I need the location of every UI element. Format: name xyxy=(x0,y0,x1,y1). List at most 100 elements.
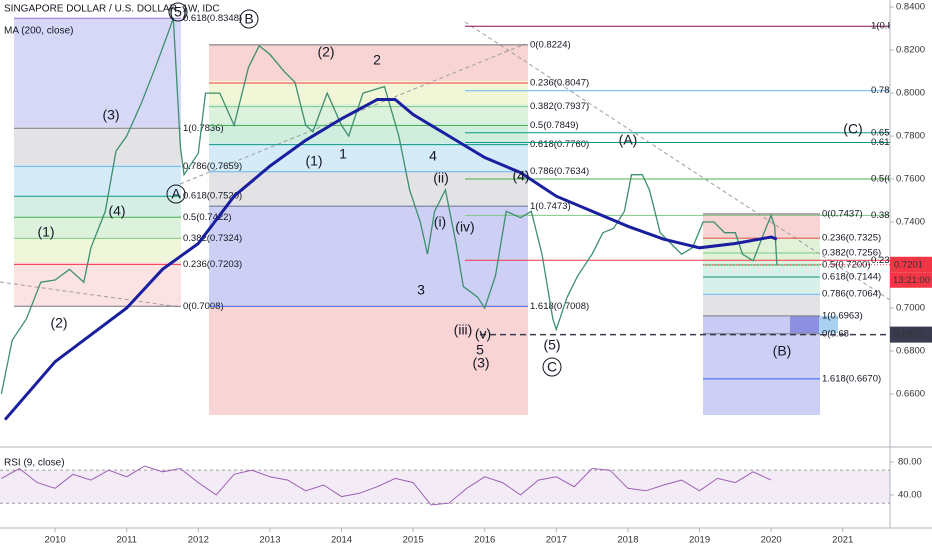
wave-label: (v) xyxy=(475,326,491,342)
x-tick-label: 2018 xyxy=(617,535,638,546)
fib-label: 0.5(0.7200) xyxy=(822,259,871,270)
y-tick-label: 0.8200 xyxy=(896,45,925,56)
wave-label: (ii) xyxy=(433,170,449,186)
wave-label: (4) xyxy=(512,168,529,184)
wave-label: (3) xyxy=(472,355,489,371)
y-tick-label: 0.8400 xyxy=(896,2,925,13)
marker-label: 0.6876 xyxy=(894,329,923,340)
fib-label: 0(0.7437) xyxy=(822,209,863,220)
fib-label: 1.618(0.7008) xyxy=(530,301,589,312)
fib-label: 0.5(0.7422) xyxy=(183,212,232,223)
fib-label: 0.65(0.7 xyxy=(871,127,906,138)
wave-label: (2) xyxy=(50,315,67,331)
wave-circle xyxy=(542,357,562,377)
ma-line xyxy=(3,98,778,421)
rsi-band xyxy=(0,470,890,504)
x-tick-label: 2019 xyxy=(689,535,710,546)
y-tick-label: 0.7000 xyxy=(896,302,925,313)
fib-label: 0.786(0.7659) xyxy=(183,161,242,172)
wave-label: (C) xyxy=(843,121,862,137)
last-price-badge xyxy=(890,256,932,273)
fib-label: 0.382(0.7937) xyxy=(530,101,589,112)
y-tick-label: 0.7400 xyxy=(896,217,925,228)
fib-label: 0.382( xyxy=(871,210,899,221)
x-tick-label: 2014 xyxy=(331,535,352,546)
fib-label: 0(0.68 xyxy=(822,328,849,339)
fib-label: 0.236(0 xyxy=(871,255,903,266)
x-tick-label: 2012 xyxy=(188,535,209,546)
fib-label: 0.618(0.7144) xyxy=(822,272,881,283)
fib-label: 0.786(0.7064) xyxy=(822,289,881,300)
fib-label: 0.618(0.7520) xyxy=(183,191,242,202)
x-tick-label: 2013 xyxy=(259,535,280,546)
countdown-badge xyxy=(890,272,932,288)
wave-label: 2 xyxy=(373,52,381,68)
rsi-y-tick-label: 40.00 xyxy=(898,489,922,500)
fib-label: 1(0.831 xyxy=(871,21,903,32)
zones xyxy=(0,18,890,415)
wave-label: (A) xyxy=(619,132,638,148)
wave-label: (2) xyxy=(317,44,334,60)
fib-label: 0.5(0.7 xyxy=(871,174,901,185)
wave-circle xyxy=(239,9,259,29)
rsi-y-tick-label: 80.00 xyxy=(898,456,922,467)
fib-label: 0(0.8224) xyxy=(530,39,571,50)
indicator-legend: MA (200, close) xyxy=(4,26,73,37)
x-tick-label: 2016 xyxy=(474,535,495,546)
countdown-label: 13:21:00 xyxy=(893,275,930,286)
wave-label: (4) xyxy=(108,203,125,219)
y-tick-label: 0.7600 xyxy=(896,174,925,185)
wave-label: C xyxy=(547,359,557,375)
fib-label: 0.236(0.7325) xyxy=(822,233,881,244)
fib-label: 1(0.7836) xyxy=(183,123,224,134)
marker-badge xyxy=(890,326,932,343)
last-price-label: 0.7201 xyxy=(894,259,923,270)
wave-label: 5 xyxy=(476,342,484,358)
wave-label: 1 xyxy=(339,146,347,162)
wave-label: (3) xyxy=(102,107,119,123)
fib-label: 0.786(0 xyxy=(871,85,903,96)
x-tick-label: 2011 xyxy=(117,535,137,546)
wave-label: B xyxy=(244,11,253,27)
fib-label: 0.618(0.8348) xyxy=(183,13,242,24)
fib-label: 0.382(0.7324) xyxy=(183,233,242,244)
rsi-line xyxy=(1,465,772,506)
x-tick-label: 2020 xyxy=(761,535,782,546)
wave-label: 4 xyxy=(429,148,437,164)
fib-label: 0.236(0.8047) xyxy=(530,77,589,88)
y-tick-label: 0.8000 xyxy=(896,88,925,99)
wave-label: A xyxy=(171,186,181,202)
wave-label: (iv) xyxy=(455,219,474,235)
wave-label: (iii) xyxy=(454,322,473,338)
x-tick-label: 2015 xyxy=(403,535,424,546)
x-tick-label: 2017 xyxy=(546,535,567,546)
y-tick-label: 0.7800 xyxy=(896,131,925,142)
wave-label: (B) xyxy=(773,343,792,359)
fib-label: 0.5(0.7849) xyxy=(530,120,579,131)
x-tick-label: 2010 xyxy=(45,535,66,546)
fib-label: 1(0.7473) xyxy=(530,201,571,212)
rsi-title: RSI (9, close) xyxy=(4,458,65,469)
wave-label: (5) xyxy=(543,337,560,353)
wave-label: (5) xyxy=(169,4,186,20)
wave-label: (1) xyxy=(37,224,54,240)
wave-label: (1) xyxy=(305,153,322,169)
chart-title: SINGAPORE DOLLAR / U.S. DOLLAR, 1W, IDC xyxy=(4,4,220,15)
fib-label: 1.618(0.6670) xyxy=(822,373,881,384)
fib-label: 0.236(0.7203) xyxy=(183,259,242,270)
fib-label: 0.618(0.7760) xyxy=(530,139,589,150)
y-tick-label: 0.6800 xyxy=(896,345,925,356)
wave-circle xyxy=(168,2,188,22)
wave-circle xyxy=(166,184,186,204)
wave-label: 3 xyxy=(417,282,425,298)
fib-label: 0.786(0.7634) xyxy=(530,166,589,177)
fib-label: 0.382(0.7256) xyxy=(822,247,881,258)
fib-label: 0.618(0 xyxy=(871,137,903,148)
wave-label: (i) xyxy=(434,214,446,230)
plot-area: 0.618(0.8348) 1(0.7836) 0.786(0.7659) 0.618… xyxy=(0,13,906,421)
y-tick-label: 0.6600 xyxy=(896,388,925,399)
fib-label: 1(0.6963) xyxy=(822,310,863,321)
x-tick-label: 2021 xyxy=(832,535,853,546)
fib-label: 0(0.7008) xyxy=(183,301,224,312)
